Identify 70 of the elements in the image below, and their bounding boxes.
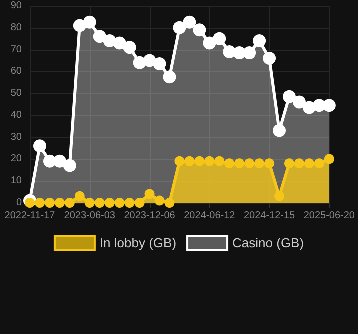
y-tick-label: 30 [10, 132, 22, 143]
point [264, 158, 275, 169]
point [184, 156, 195, 166]
point [25, 198, 35, 208]
x-tick-label: 2023-12-06 [124, 210, 176, 222]
y-tick-label: 0 [16, 198, 22, 208]
x-tick-label: 2024-12-15 [244, 210, 296, 222]
x-tick-label: 2025-06-20 [304, 210, 356, 222]
point [263, 52, 276, 66]
point [54, 198, 65, 208]
point [53, 154, 66, 168]
point [324, 154, 334, 164]
point [273, 124, 286, 138]
point [254, 158, 265, 169]
point [63, 159, 76, 172]
y-tick-label: 90 [10, 0, 22, 12]
x-tick-label: 2023-06-03 [64, 210, 116, 222]
point [243, 46, 256, 60]
point [94, 198, 105, 208]
point [304, 158, 314, 169]
y-tick-label: 80 [10, 22, 22, 34]
point [163, 70, 176, 84]
point [173, 21, 186, 34]
point [154, 196, 165, 206]
point [134, 198, 145, 208]
point [74, 191, 85, 202]
point [113, 36, 126, 50]
x-tick-label: 2022-11-17 [4, 210, 56, 222]
point [292, 96, 306, 109]
y-tick-label: 60 [10, 66, 22, 78]
y-tick-label: 20 [10, 154, 22, 165]
point [224, 158, 235, 169]
point [214, 156, 225, 166]
point [123, 41, 136, 54]
point [183, 16, 196, 29]
point [33, 140, 46, 153]
point [294, 158, 304, 169]
point [34, 198, 45, 208]
y-tick-label: 10 [10, 176, 22, 187]
point [64, 198, 75, 208]
point [144, 189, 155, 200]
legend-label: Casino (GB) [232, 236, 304, 250]
point [104, 198, 115, 208]
x-tick-label: 2024-06-12 [184, 210, 236, 222]
point [283, 90, 296, 104]
point [213, 32, 226, 46]
point [193, 24, 206, 37]
point [284, 158, 294, 169]
point [274, 191, 285, 202]
point [93, 30, 106, 44]
point [253, 34, 266, 48]
point [44, 198, 55, 208]
point [322, 99, 336, 112]
point [164, 198, 175, 208]
y-tick-label: 50 [10, 88, 22, 100]
point [234, 158, 245, 169]
point [204, 156, 215, 166]
point [194, 156, 205, 166]
point [84, 198, 95, 208]
y-tick-label: 70 [10, 44, 22, 56]
point [314, 158, 324, 169]
point [174, 156, 185, 166]
point [153, 58, 166, 70]
point [83, 16, 96, 29]
point [244, 158, 255, 169]
point [203, 36, 216, 50]
legend-label: In lobby (GB) [100, 236, 177, 250]
point [124, 198, 135, 208]
point [114, 198, 125, 208]
y-tick-label: 40 [10, 110, 22, 121]
